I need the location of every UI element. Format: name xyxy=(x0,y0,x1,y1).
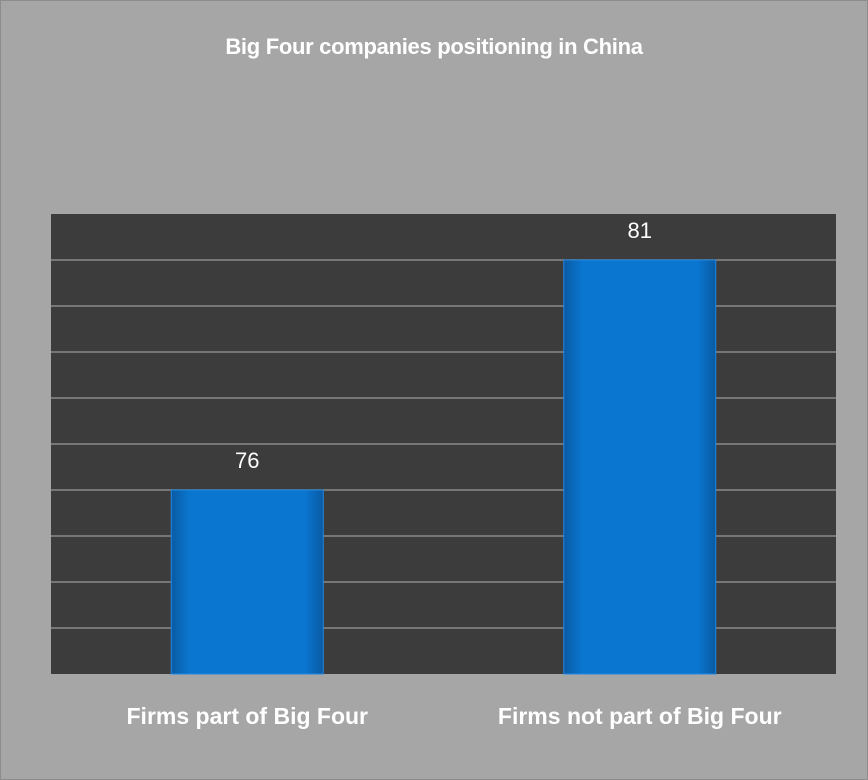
bar-0 xyxy=(170,489,324,675)
category-label: Firms not part of Big Four xyxy=(498,703,782,729)
data-label: 76 xyxy=(235,448,259,473)
category-label: Firms part of Big Four xyxy=(127,703,369,729)
data-label: 81 xyxy=(628,218,652,243)
bar-1 xyxy=(563,259,717,675)
chart-title: Big Four companies positioning in China xyxy=(225,34,643,59)
